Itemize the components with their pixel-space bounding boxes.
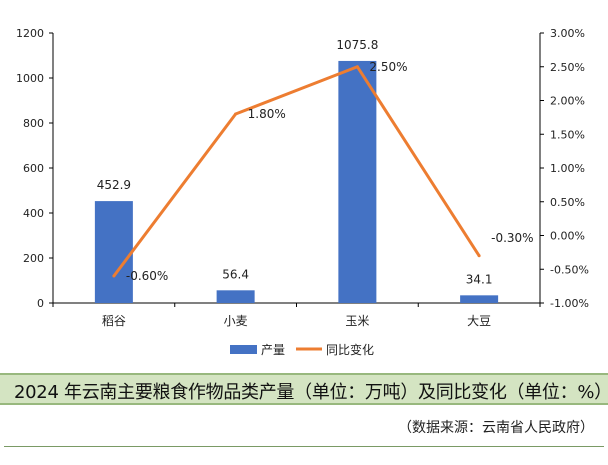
right-axis-tick-label: 2.50%: [550, 61, 585, 74]
line-value-label: -0.60%: [126, 269, 168, 283]
data-source-note: （数据来源：云南省人民政府）: [398, 420, 594, 436]
chart-caption-title: 2024 年云南主要粮食作物品类产量（单位：万吨）及同比变化（单位：%）: [14, 382, 608, 403]
x-axis-category-label: 大豆: [467, 314, 491, 328]
left-axis-tick-label: 1200: [16, 27, 44, 40]
left-axis-tick-label: 400: [23, 207, 44, 220]
bar-value-label: 1075.8: [336, 38, 378, 52]
bar-value-label: 56.4: [222, 267, 249, 281]
line-point: [112, 274, 116, 278]
right-axis-tick-label: 1.00%: [550, 162, 585, 175]
line-value-label: 2.50%: [369, 60, 407, 74]
left-axis-tick-label: 200: [23, 252, 44, 265]
legend-line-label: 同比变化: [326, 342, 374, 357]
legend-bar-swatch: [230, 345, 257, 354]
legend-bar-label: 产量: [261, 343, 285, 357]
right-axis-tick-label: -1.00%: [550, 297, 589, 310]
x-axis-category-label: 稻谷: [102, 314, 126, 328]
right-axis-tick-label: 2.00%: [550, 95, 585, 108]
right-axis-tick-label: 0.50%: [550, 196, 585, 209]
bar-value-label: 34.1: [466, 272, 493, 286]
line-series-yoy-change: [112, 65, 481, 277]
right-axis-tick-label: 1.50%: [550, 128, 585, 141]
line-point: [234, 112, 238, 116]
bottom-divider: [4, 446, 604, 447]
left-axis-tick-label: 0: [37, 297, 44, 310]
right-axis-tick-label: -0.50%: [550, 263, 589, 276]
bar-玉米: [338, 60, 377, 303]
bar-value-label: 452.9: [97, 178, 131, 192]
left-axis-tick-label: 800: [23, 117, 44, 130]
x-axis-category-label: 玉米: [345, 314, 369, 328]
bar-小麦: [216, 290, 255, 303]
left-axis-tick-label: 1000: [16, 72, 44, 85]
right-axis-tick-label: 0.00%: [550, 230, 585, 243]
combo-chart: 0 200 400 600 800 1000 1200 -1.00% -0.50% 0.00% 0.…: [16, 27, 589, 357]
line-value-label: -0.30%: [491, 231, 533, 245]
right-axis-tick-label: 3.00%: [550, 27, 585, 40]
x-axis-category-label: 小麦: [224, 314, 248, 328]
left-axis-tick-label: 600: [23, 162, 44, 175]
line-point: [477, 254, 481, 258]
bar-大豆: [460, 295, 499, 303]
caption-bar: 2024 年云南主要粮食作物品类产量（单位：万吨）及同比变化（单位：%）: [0, 373, 608, 405]
bar-稻谷: [94, 201, 133, 303]
line-point: [355, 65, 359, 69]
line-value-label: 1.80%: [248, 107, 286, 121]
